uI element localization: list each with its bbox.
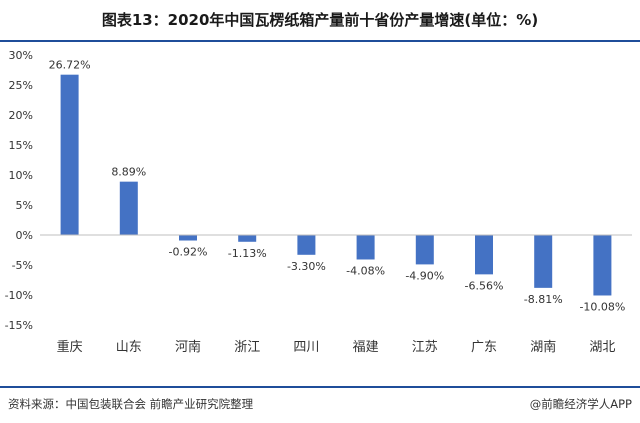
footer-rule xyxy=(0,386,640,388)
x-tick-label: 河南 xyxy=(175,339,201,355)
y-tick-label: 20% xyxy=(9,109,33,122)
data-label: -4.90% xyxy=(405,269,444,282)
bar xyxy=(238,235,257,242)
bar xyxy=(415,235,434,265)
title-rule xyxy=(0,40,640,42)
source-note: 资料来源：中国包装联合会 前瞻产业研究院整理 xyxy=(8,397,254,411)
data-label: -1.13% xyxy=(228,247,267,260)
x-tick-label: 浙江 xyxy=(234,340,260,355)
bar xyxy=(60,74,79,236)
x-tick-label: 广东 xyxy=(471,340,497,355)
y-tick-label: 10% xyxy=(9,169,33,182)
bar xyxy=(119,181,138,235)
y-tick-label: -5% xyxy=(12,259,33,272)
data-label: -6.56% xyxy=(465,279,504,292)
x-tick-label: 重庆 xyxy=(57,339,83,355)
bar xyxy=(179,235,197,241)
y-tick-label: 30% xyxy=(9,49,33,62)
x-tick-label: 山东 xyxy=(116,340,142,355)
footer: 资料来源：中国包装联合会 前瞻产业研究院整理 @前瞻经济学人APP xyxy=(0,388,640,423)
data-label: -4.08% xyxy=(346,264,385,277)
chart-title: 图表13：2020年中国瓦楞纸箱产量前十省份产量增速(单位：%) xyxy=(101,11,539,29)
y-tick-label: -15% xyxy=(5,319,33,332)
x-tick-label: 福建 xyxy=(353,340,379,355)
y-tick-label: 15% xyxy=(9,139,33,152)
y-tick-label: 25% xyxy=(9,79,33,92)
data-label: -3.30% xyxy=(287,260,326,273)
x-tick-label: 湖南 xyxy=(530,339,556,355)
data-label: -8.81% xyxy=(524,293,563,306)
bar xyxy=(356,235,375,260)
x-axis: 重庆 山东 河南 浙江 四川 福建 江苏 广东 湖南 湖北 xyxy=(40,234,632,355)
data-label: 8.89% xyxy=(111,166,146,179)
x-tick-label: 四川 xyxy=(293,340,319,355)
value-labels: 26.72% 8.89% -0.92% -1.13% -3.30% -4.08% -4.90… xyxy=(49,59,626,314)
data-label: -0.92% xyxy=(169,246,208,259)
x-tick-label: 湖北 xyxy=(589,340,615,355)
bars xyxy=(60,74,612,296)
bar xyxy=(297,235,316,255)
data-label: 26.72% xyxy=(49,59,91,72)
y-tick-label: 5% xyxy=(16,199,33,212)
bar xyxy=(475,235,493,275)
bar-chart: 30% 25% 20% 15% 10% 5% 0% -5% -10% -15% 26.72% 8.8… xyxy=(5,49,632,355)
bar xyxy=(593,235,612,296)
y-axis: 30% 25% 20% 15% 10% 5% 0% -5% -10% -15% xyxy=(5,49,33,332)
bar xyxy=(534,235,553,288)
credit-note: @前瞻经济学人APP xyxy=(529,397,632,411)
data-label: -10.08% xyxy=(579,300,625,313)
x-tick-label: 江苏 xyxy=(412,339,438,355)
y-tick-label: -10% xyxy=(5,289,33,302)
y-tick-label: 0% xyxy=(16,229,33,242)
